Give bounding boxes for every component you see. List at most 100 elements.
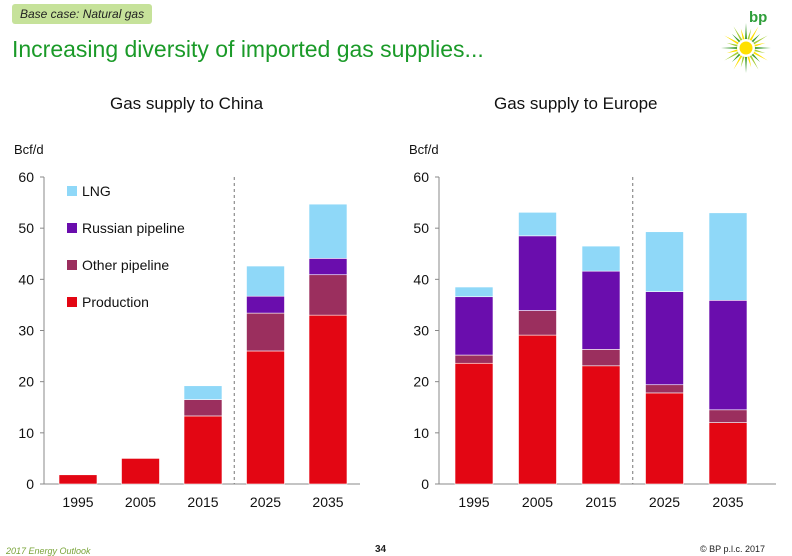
logo-ray — [749, 26, 759, 42]
helios-icon — [721, 23, 771, 73]
logo-ray — [726, 42, 739, 47]
x-tick-label: 2015 — [585, 494, 616, 510]
bar-segment-production — [454, 362, 494, 485]
y-tick-label: 20 — [18, 374, 34, 390]
logo-ray — [747, 28, 752, 41]
x-tick-label: 2015 — [187, 494, 218, 510]
europe-chart-title: Gas supply to Europe — [494, 94, 658, 113]
bar-segment-other-pipeline — [518, 310, 557, 336]
bar-segment-lng — [454, 286, 494, 298]
logo-ray — [752, 51, 768, 61]
legend-label: Russian pipeline — [82, 220, 185, 236]
bar-segment-other-pipeline — [708, 409, 748, 423]
legend-label: LNG — [82, 183, 111, 199]
legend-swatch — [67, 297, 77, 307]
logo-ray — [749, 54, 759, 70]
bar-segment-other-pipeline — [454, 354, 494, 364]
y-tick-label: 40 — [18, 271, 34, 287]
logo-ray — [726, 49, 739, 54]
logo-ray — [753, 42, 766, 47]
page-number: 34 — [375, 544, 387, 555]
logo-ray — [740, 55, 745, 68]
bar-segment-russian-pipeline — [246, 295, 285, 314]
logo-ray — [753, 49, 766, 54]
china-chart: 0 10 20 30 40 50 60 1995 2005 2015 2025 2035 LNG Russ… — [18, 169, 360, 510]
logo-ray — [721, 46, 739, 50]
logo-ray — [744, 55, 748, 73]
logo-ray — [750, 33, 761, 44]
bar-segment-russian-pipeline — [308, 258, 348, 276]
bar-segment-lng — [183, 385, 223, 400]
logo-ray — [752, 35, 768, 45]
y-tick-label: 0 — [421, 476, 429, 492]
page-title: Increasing diversity of imported gas sup… — [12, 36, 484, 62]
bar-segment-russian-pipeline — [708, 300, 748, 411]
logo-ray — [733, 26, 743, 42]
bar-segment-other-pipeline — [645, 384, 684, 394]
footer-source: 2017 Energy Outlook — [6, 546, 91, 556]
legend-swatch — [67, 260, 77, 270]
bar-segment-lng — [518, 212, 557, 237]
footer-copyright: © BP p.l.c. 2017 — [700, 544, 766, 554]
europe-chart: 0 10 20 30 40 50 60 1995 2005 2015 2025 2035 — [413, 169, 776, 510]
bar-segment-other-pipeline — [246, 312, 285, 352]
logo-ray — [731, 52, 742, 63]
bp-logo-word: bp — [749, 9, 768, 26]
bar-segment-russian-pipeline — [645, 291, 684, 386]
bar-segment-production — [121, 458, 160, 485]
y-tick-label: 50 — [18, 220, 34, 236]
logo-ray — [747, 55, 752, 68]
x-tick-label: 2005 — [125, 494, 156, 510]
europe-y-unit: Bcf/d — [409, 142, 439, 157]
x-tick-label: 2035 — [312, 494, 343, 510]
china-y-unit: Bcf/d — [14, 142, 44, 157]
bar-segment-production — [708, 422, 748, 485]
scenario-tag: Base case: Natural gas — [12, 4, 153, 24]
bar-segment-lng — [581, 245, 621, 272]
bar-segment-production — [246, 350, 285, 485]
x-tick-label: 1995 — [62, 494, 93, 510]
bar-segment-production — [518, 334, 557, 485]
bar-segment-production — [645, 392, 684, 485]
y-tick-label: 10 — [18, 425, 34, 441]
logo-ray — [731, 33, 742, 44]
y-tick-label: 50 — [413, 220, 429, 236]
x-tick-label: 2025 — [250, 494, 281, 510]
legend-label: Production — [82, 294, 149, 310]
legend-label: Other pipeline — [82, 257, 169, 273]
bar-segment-other-pipeline — [581, 349, 621, 367]
logo-ray — [724, 35, 740, 45]
bar-segment-other-pipeline — [183, 399, 223, 417]
y-tick-label: 40 — [413, 271, 429, 287]
bar-segment-lng — [708, 212, 748, 301]
x-tick-label: 2035 — [712, 494, 743, 510]
y-tick-label: 20 — [413, 374, 429, 390]
x-tick-label: 2025 — [649, 494, 680, 510]
bar-segment-russian-pipeline — [454, 296, 494, 356]
logo-ray — [750, 52, 761, 63]
y-tick-label: 0 — [26, 476, 34, 492]
bar-segment-lng — [645, 231, 684, 292]
logo-ray — [724, 51, 740, 61]
bar-segment-other-pipeline — [308, 274, 348, 316]
logo-ray — [753, 46, 771, 50]
bar-segment-lng — [246, 265, 285, 297]
bar-segment-lng — [308, 203, 348, 259]
legend-swatch — [67, 186, 77, 196]
china-chart-title: Gas supply to China — [110, 94, 264, 113]
y-tick-label: 60 — [413, 169, 429, 185]
x-tick-label: 2005 — [522, 494, 553, 510]
y-tick-label: 30 — [18, 323, 34, 339]
bar-segment-russian-pipeline — [518, 235, 557, 311]
legend-swatch — [67, 223, 77, 233]
bar-segment-production — [58, 474, 98, 485]
bar-segment-production — [308, 314, 348, 485]
bar-segment-production — [183, 415, 223, 485]
y-tick-label: 60 — [18, 169, 34, 185]
y-tick-label: 30 — [413, 323, 429, 339]
bar-segment-russian-pipeline — [581, 270, 621, 350]
bar-segment-production — [581, 365, 621, 485]
y-tick-label: 10 — [413, 425, 429, 441]
logo-ray — [740, 28, 745, 41]
logo-ray — [733, 54, 743, 70]
